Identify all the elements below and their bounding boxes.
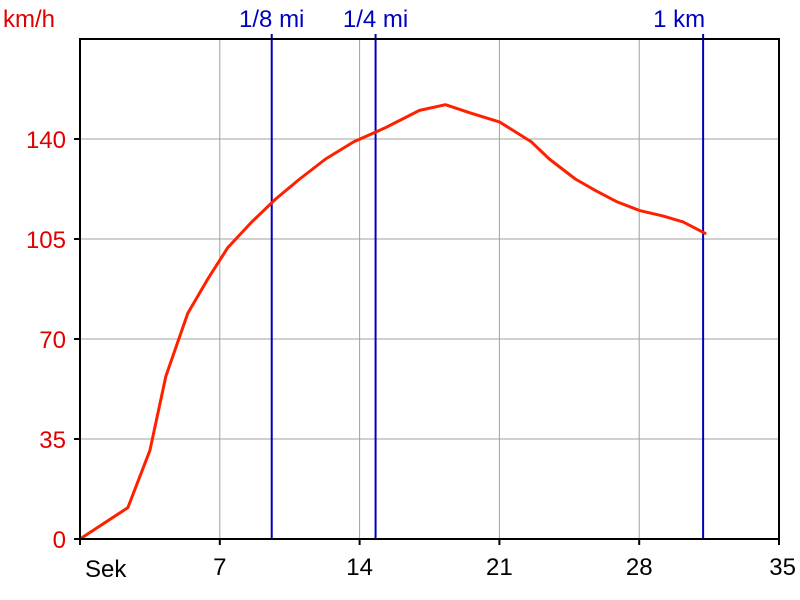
axis-ticks: 0 35 70 105 140 7 14 21 28 35	[26, 127, 796, 581]
y-tick-label: 140	[26, 127, 66, 154]
distance-marker-label: 1/8 mi	[239, 6, 304, 33]
y-tick-label: 0	[53, 527, 66, 554]
distance-marker-label: 1/4 mi	[343, 6, 408, 33]
y-tick-label: 70	[39, 327, 66, 354]
x-tick-label: 28	[626, 554, 653, 581]
plot-frame	[79, 38, 780, 540]
y-tick-label: 35	[39, 427, 66, 454]
x-tick-label: 21	[486, 554, 513, 581]
distance-marker-label: 1 km	[653, 6, 705, 33]
x-tick-label: 7	[213, 554, 226, 581]
speed-series-line	[78, 103, 707, 541]
x-tick-label: 35	[769, 554, 796, 581]
x-axis-label: Sek	[85, 556, 127, 583]
y-tick-label: 105	[26, 227, 66, 254]
y-axis-label: km/h	[3, 6, 55, 33]
x-tick-label: 14	[346, 554, 373, 581]
distance-markers: 1/8 mi 1/4 mi 1 km	[239, 6, 705, 539]
